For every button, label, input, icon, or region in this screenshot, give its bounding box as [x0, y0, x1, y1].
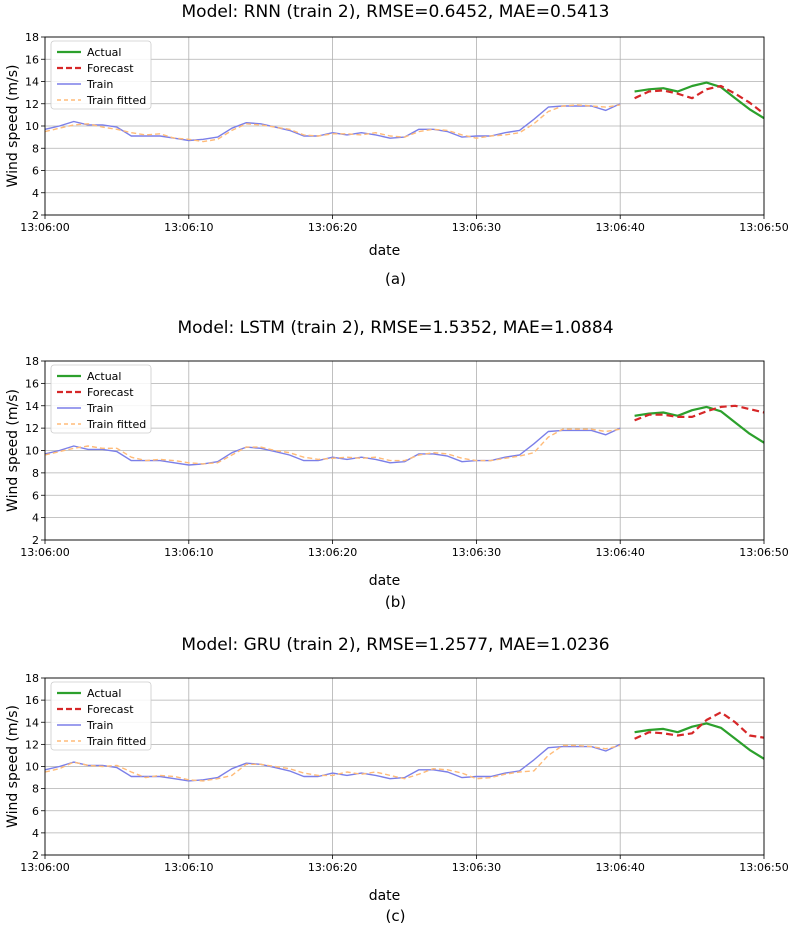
series-line-forecast [634, 404, 765, 422]
series-line-actual [634, 405, 765, 444]
x-tick-label: 13:06:50 [739, 546, 788, 559]
legend-label: Train [86, 402, 113, 415]
x-axis-label: date [369, 243, 401, 259]
x-tick-label: 13:06:00 [20, 861, 69, 874]
series-line-forecast [634, 711, 765, 740]
x-tick-label: 13:06:10 [164, 861, 213, 874]
legend-label: Train [86, 719, 113, 732]
y-axis-label: Wind speed (m/s) [5, 65, 21, 188]
series-line-train-fitted [44, 428, 621, 465]
legend-label: Actual [87, 46, 121, 59]
x-tick-label: 13:06:10 [164, 546, 213, 559]
y-tick-label: 8 [32, 142, 39, 155]
series-line-train [44, 743, 621, 782]
chart-svg: 2 4 6 8 10 12 14 16 18 13:06:00 13:06:10 13:06:20 13… [5, 672, 789, 904]
y-tick-label: 16 [25, 377, 39, 390]
x-tick-label: 13:06:20 [308, 861, 357, 874]
chart-svg: 2 4 6 8 10 12 14 16 18 13:06:00 13:06:10 13:06:20 13… [5, 31, 789, 259]
legend-label: Actual [87, 687, 121, 700]
legend-label: Forecast [87, 62, 134, 75]
legend-label: Actual [87, 370, 121, 383]
chart-svg: 2 4 6 8 10 12 14 16 18 13:06:00 13:06:10 13:06:20 13… [5, 355, 789, 589]
y-tick-label: 8 [32, 467, 39, 480]
y-tick-label: 18 [25, 672, 39, 685]
chart-title: Model: GRU (train 2), RMSE=1.2577, MAE=1… [181, 635, 610, 655]
legend-label: Forecast [87, 703, 134, 716]
x-tick-label: 13:06:20 [308, 546, 357, 559]
y-tick-label: 2 [32, 534, 39, 547]
x-tick-label: 13:06:10 [164, 221, 213, 234]
x-tick-label: 13:06:40 [595, 861, 644, 874]
y-tick-label: 4 [32, 187, 39, 200]
x-tick-label: 13:06:30 [452, 546, 501, 559]
legend-label: Train [86, 78, 113, 91]
y-tick-label: 6 [32, 805, 39, 818]
panel-label: (a) [385, 270, 406, 288]
legend-box [50, 40, 152, 110]
y-tick-label: 10 [25, 120, 39, 133]
y-tick-label: 14 [25, 400, 39, 413]
legend-box [50, 681, 152, 751]
y-tick-label: 18 [25, 355, 39, 368]
panel-label: (c) [385, 907, 406, 925]
y-tick-label: 6 [32, 165, 39, 178]
x-axis-label: date [369, 573, 401, 589]
y-tick-label: 10 [25, 761, 39, 774]
series-line-train-fitted [44, 744, 621, 782]
y-tick-label: 10 [25, 445, 39, 458]
chart-panel-b: Model: LSTM (train 2), RMSE=1.5352, MAE=… [0, 316, 791, 616]
series-line-train-fitted [44, 104, 621, 143]
y-tick-label: 2 [32, 849, 39, 862]
x-tick-label: 13:06:30 [452, 221, 501, 234]
legend-label: Train fitted [86, 735, 146, 748]
x-tick-label: 13:06:20 [308, 221, 357, 234]
chart-title: Model: RNN (train 2), RMSE=0.6452, MAE=0… [181, 2, 610, 22]
y-tick-label: 4 [32, 512, 39, 525]
y-tick-label: 12 [25, 738, 39, 751]
series-line-forecast [634, 84, 765, 115]
x-axis-label: date [369, 888, 401, 904]
x-tick-label: 13:06:00 [20, 221, 69, 234]
y-tick-label: 16 [25, 53, 39, 66]
y-tick-label: 6 [32, 489, 39, 502]
chart-panel-c: Model: GRU (train 2), RMSE=1.2577, MAE=1… [0, 633, 791, 933]
x-tick-label: 13:06:50 [739, 861, 788, 874]
series-line-train [44, 427, 621, 466]
chart-title: Model: LSTM (train 2), RMSE=1.5352, MAE=… [177, 318, 614, 338]
panel-label: (b) [384, 593, 407, 611]
x-tick-label: 13:06:00 [20, 546, 69, 559]
y-tick-label: 14 [25, 716, 39, 729]
x-tick-label: 13:06:40 [595, 546, 644, 559]
x-tick-label: 13:06:50 [739, 221, 788, 234]
legend-label: Train fitted [86, 418, 146, 431]
y-axis-label: Wind speed (m/s) [5, 389, 21, 512]
series-line-train [44, 103, 621, 142]
y-tick-label: 12 [25, 422, 39, 435]
y-tick-label: 4 [32, 827, 39, 840]
y-tick-label: 12 [25, 98, 39, 111]
legend-label: Forecast [87, 386, 134, 399]
x-tick-label: 13:06:30 [452, 861, 501, 874]
legend-box [50, 364, 152, 434]
y-tick-label: 16 [25, 694, 39, 707]
legend-label: Train fitted [86, 94, 146, 107]
chart-panel-a: Model: RNN (train 2), RMSE=0.6452, MAE=0… [0, 0, 791, 300]
y-axis-label: Wind speed (m/s) [5, 705, 21, 828]
y-tick-label: 18 [25, 31, 39, 44]
y-tick-label: 14 [25, 76, 39, 89]
y-tick-label: 8 [32, 783, 39, 796]
series-line-actual [634, 81, 765, 120]
y-tick-label: 2 [32, 209, 39, 222]
series-line-actual [634, 722, 765, 760]
x-tick-label: 13:06:40 [595, 221, 644, 234]
